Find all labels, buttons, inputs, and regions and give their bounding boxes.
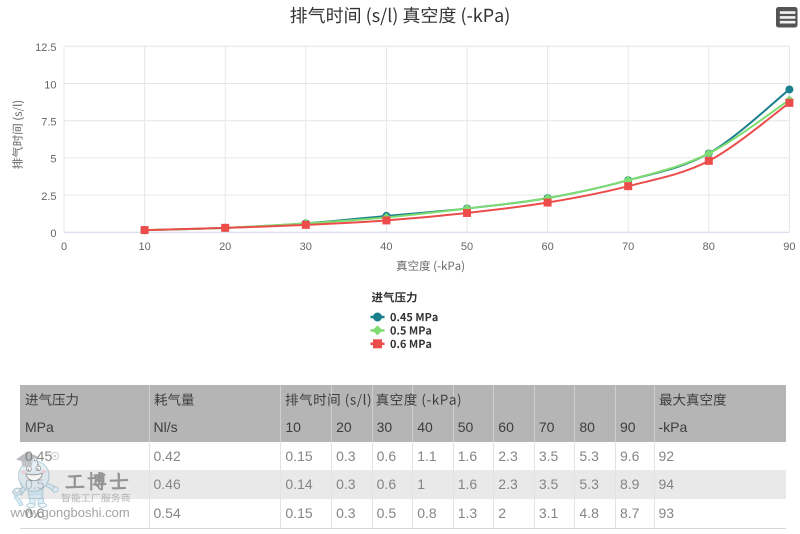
- svg-text:0: 0: [50, 228, 56, 240]
- svg-text:5: 5: [50, 154, 56, 166]
- svg-text:50: 50: [461, 241, 473, 253]
- svg-text:70: 70: [622, 241, 634, 253]
- svg-text:10: 10: [44, 79, 56, 91]
- svg-text:60: 60: [541, 241, 553, 253]
- svg-text:40: 40: [380, 241, 392, 253]
- svg-text:12.5: 12.5: [35, 42, 56, 54]
- svg-text:80: 80: [703, 241, 715, 253]
- svg-text:20: 20: [219, 241, 231, 253]
- svg-text:30: 30: [300, 241, 312, 253]
- svg-text:7.5: 7.5: [41, 117, 56, 129]
- svg-text:10: 10: [138, 241, 150, 253]
- svg-text:90: 90: [783, 241, 795, 253]
- svg-text:2.5: 2.5: [41, 191, 56, 203]
- svg-text:0: 0: [61, 241, 67, 253]
